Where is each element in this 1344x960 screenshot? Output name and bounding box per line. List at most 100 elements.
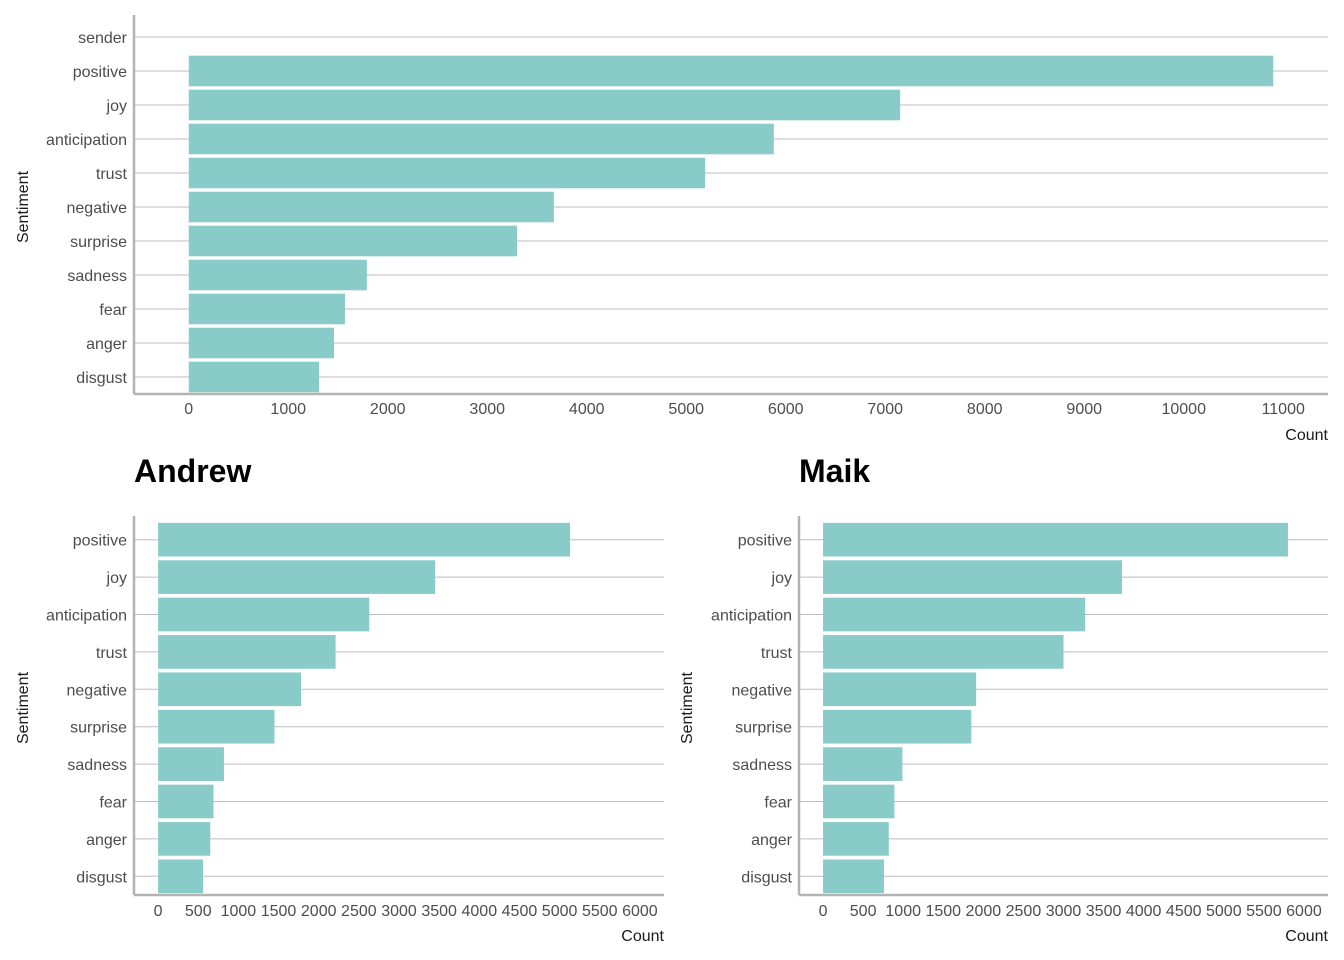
bar-disgust xyxy=(158,859,204,894)
y-tick-label: surprise xyxy=(70,720,127,737)
bar-positive xyxy=(188,55,1274,87)
x-tick-label: 3000 xyxy=(469,401,505,418)
y-tick-label: joy xyxy=(771,570,792,587)
x-tick-label: 2500 xyxy=(1006,903,1042,920)
bar-surprise xyxy=(188,225,518,257)
bar-negative xyxy=(158,672,302,707)
bar-negative xyxy=(188,191,554,223)
x-tick-label: 4000 xyxy=(1126,903,1162,920)
bar-sadness xyxy=(823,747,903,781)
x-tick-label: 0 xyxy=(819,903,828,920)
y-axis-title: Sentiment xyxy=(15,170,32,243)
chart-title: Andrew xyxy=(134,453,251,489)
bar-trust xyxy=(823,635,1064,669)
x-tick-label: 2000 xyxy=(301,903,337,920)
x-tick-label: 2500 xyxy=(341,903,377,920)
y-tick-label: joy xyxy=(106,570,127,587)
x-tick-label: 6000 xyxy=(768,401,804,418)
y-tick-label: fear xyxy=(99,302,127,319)
x-tick-label: 3000 xyxy=(381,903,417,920)
y-tick-label: sadness xyxy=(732,757,792,774)
x-tick-label: 5000 xyxy=(1206,903,1242,920)
x-tick-label: 5000 xyxy=(542,903,578,920)
bar-positive xyxy=(823,522,1288,557)
x-tick-label: 5500 xyxy=(1246,903,1282,920)
bar-trust xyxy=(158,635,336,669)
chart-panel-2: positive joy anticipation trust negative surp… xyxy=(679,453,1329,945)
bar-fear xyxy=(158,784,214,819)
y-tick-label: sender xyxy=(78,30,128,47)
y-tick-label: anticipation xyxy=(46,608,127,625)
bar-joy xyxy=(188,89,901,121)
x-tick-label: 1500 xyxy=(925,903,961,920)
y-tick-label: positive xyxy=(73,64,127,81)
y-axis-title: Sentiment xyxy=(15,671,32,744)
y-tick-label: anticipation xyxy=(46,132,127,149)
y-tick-label: negative xyxy=(67,682,128,699)
y-tick-label: disgust xyxy=(741,869,792,886)
x-tick-label: 7000 xyxy=(867,401,903,418)
y-tick-label: surprise xyxy=(735,720,792,737)
bar-positive xyxy=(158,522,571,557)
y-tick-label: fear xyxy=(764,795,792,812)
bar-anticipation xyxy=(188,123,774,155)
y-tick-label: anger xyxy=(751,832,793,849)
x-tick-label: 2000 xyxy=(966,903,1002,920)
bar-anger xyxy=(188,327,334,359)
x-tick-label: 1000 xyxy=(885,903,921,920)
y-tick-label: negative xyxy=(732,682,793,699)
bar-anger xyxy=(823,822,889,856)
bar-fear xyxy=(188,293,345,325)
bar-joy xyxy=(823,560,1123,594)
x-tick-label: 3000 xyxy=(1046,903,1082,920)
x-tick-label: 1500 xyxy=(261,903,297,920)
y-tick-label: disgust xyxy=(76,869,127,886)
x-tick-label: 9000 xyxy=(1066,401,1102,418)
y-tick-label: anger xyxy=(86,832,128,849)
x-tick-label: 500 xyxy=(850,903,877,920)
y-tick-label: negative xyxy=(67,200,128,217)
x-tick-label: 0 xyxy=(154,903,163,920)
y-tick-label: sadness xyxy=(67,268,127,285)
x-tick-label: 6000 xyxy=(622,903,658,920)
bar-sadness xyxy=(158,747,224,781)
x-tick-label: 5000 xyxy=(668,401,704,418)
x-tick-label: 500 xyxy=(185,903,212,920)
x-tick-label: 5500 xyxy=(582,903,618,920)
x-tick-label: 4000 xyxy=(462,903,498,920)
chart-panel-1: positive joy anticipation trust negative surp… xyxy=(15,453,665,945)
x-tick-label: 6000 xyxy=(1286,903,1322,920)
bar-sadness xyxy=(188,259,367,291)
x-tick-label: 1000 xyxy=(221,903,257,920)
bar-anticipation xyxy=(823,597,1086,632)
x-tick-label: 3500 xyxy=(421,903,457,920)
chart-panel-0: sender positive joy anticipation trust negati… xyxy=(15,15,1329,444)
y-tick-label: trust xyxy=(96,166,128,183)
bar-anticipation xyxy=(158,597,370,632)
x-axis-title: Count xyxy=(1285,427,1328,444)
bar-disgust xyxy=(823,859,884,894)
x-tick-label: 11000 xyxy=(1262,401,1305,418)
y-tick-label: positive xyxy=(738,533,792,550)
bar-fear xyxy=(823,784,895,819)
x-tick-label: 4500 xyxy=(502,903,538,920)
chart-title: Maik xyxy=(799,453,870,489)
x-tick-label: 8000 xyxy=(967,401,1003,418)
y-tick-label: trust xyxy=(96,645,128,662)
x-axis-title: Count xyxy=(1285,928,1328,945)
bar-surprise xyxy=(158,709,275,744)
x-tick-label: 4000 xyxy=(569,401,605,418)
y-tick-label: joy xyxy=(106,98,127,115)
y-axis-title: Sentiment xyxy=(679,671,696,744)
y-tick-label: anticipation xyxy=(711,608,792,625)
y-tick-label: surprise xyxy=(70,234,127,251)
x-tick-label: 0 xyxy=(184,401,193,418)
x-tick-label: 1000 xyxy=(270,401,306,418)
x-tick-label: 10000 xyxy=(1161,401,1206,418)
bar-trust xyxy=(188,157,706,189)
bar-anger xyxy=(158,822,211,856)
y-tick-label: trust xyxy=(761,645,793,662)
x-tick-label: 3500 xyxy=(1086,903,1122,920)
bar-negative xyxy=(823,672,977,707)
